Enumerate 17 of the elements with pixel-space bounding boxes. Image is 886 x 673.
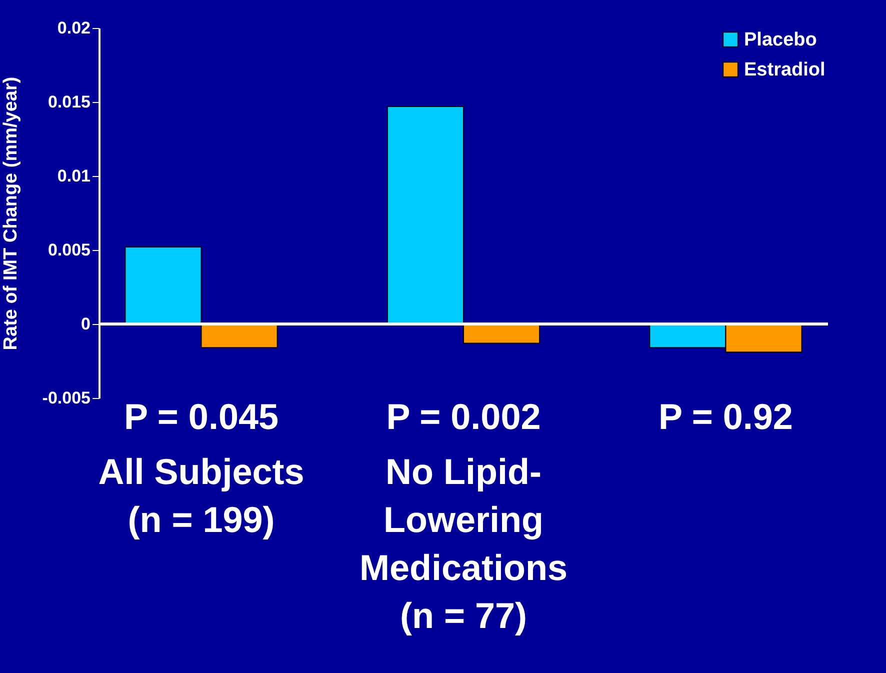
x-tick-label: No Lipid-Lowering Medications (n = 77) [359,451,568,636]
y-tick-label: 0.01 [57,166,90,186]
legend-label: Placebo [744,30,817,50]
y-axis-title: Rate of IMT Change (mm/year) [0,76,22,350]
y-tick-label: 0.02 [57,18,90,38]
annotation: P = 0.002 [386,396,541,437]
annotation: P = 0.92 [658,396,793,437]
bar [386,106,464,324]
x-tick-label: All Subjects (n = 199) [98,451,304,540]
legend-label: Estradiol [744,60,826,80]
annotation: P = 0.045 [124,396,279,437]
bar [124,246,202,324]
y-tick-label: 0.015 [48,92,90,112]
y-tick-label: 0 [81,314,90,334]
y-tick-label: 0.005 [48,240,90,260]
y-tick-label: -0.005 [42,388,90,408]
bar [200,324,278,348]
